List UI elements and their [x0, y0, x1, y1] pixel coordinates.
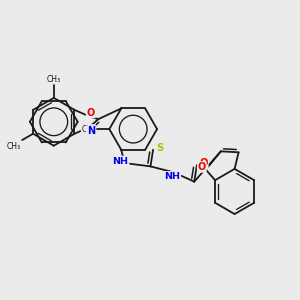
Text: O: O [198, 162, 206, 172]
Text: CH₃: CH₃ [47, 75, 61, 84]
Text: S: S [156, 143, 164, 153]
Text: NH: NH [112, 157, 129, 166]
Text: CH₃: CH₃ [81, 124, 95, 134]
Text: CH₃: CH₃ [6, 142, 20, 151]
Text: N: N [87, 126, 95, 136]
Text: O: O [199, 158, 208, 168]
Text: O: O [87, 107, 95, 118]
Text: NH: NH [164, 172, 180, 181]
